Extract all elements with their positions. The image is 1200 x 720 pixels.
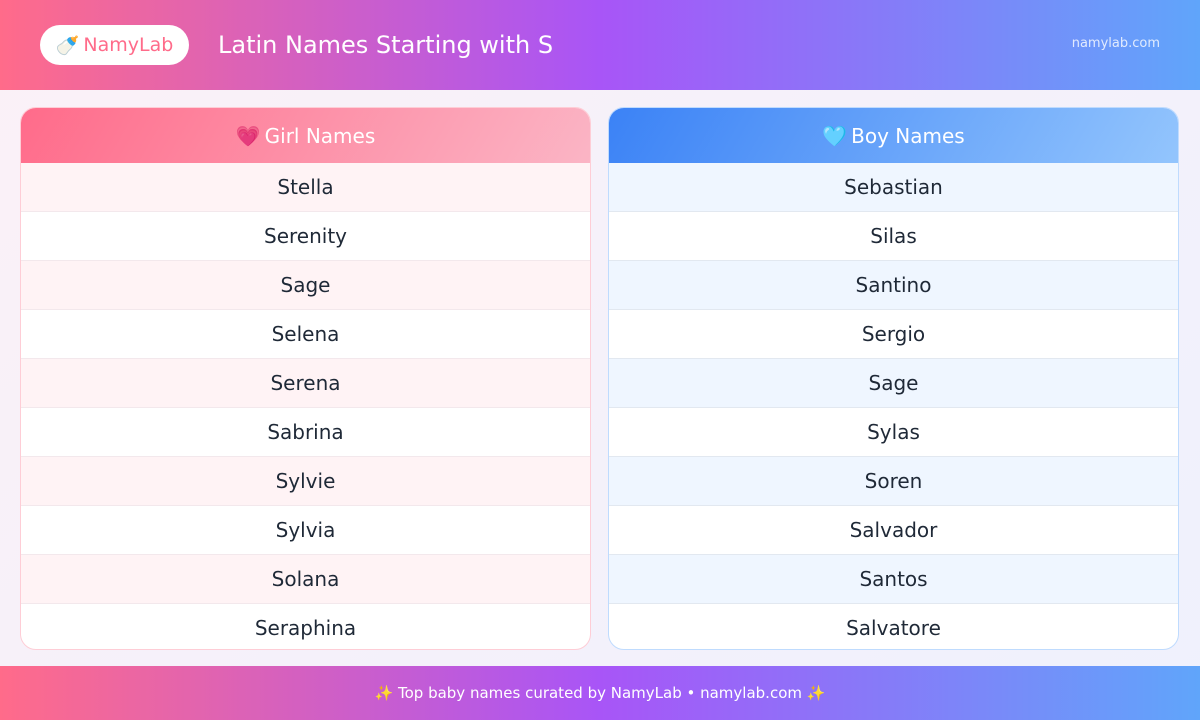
name-row: Salvatore — [609, 604, 1178, 649]
name-row: Santino — [609, 261, 1178, 310]
name-row: Stella — [21, 163, 590, 212]
name-row: Seraphina — [21, 604, 590, 649]
girl-names-title: Girl Names — [264, 123, 376, 148]
name-row: Sergio — [609, 310, 1178, 359]
boy-names-title: Boy Names — [851, 123, 965, 148]
name-row: Sebastian — [609, 163, 1178, 212]
name-row: Sage — [21, 261, 590, 310]
name-row: Silas — [609, 212, 1178, 261]
footer-text: ✨ Top baby names curated by NamyLab • na… — [374, 684, 826, 702]
logo-text: NamyLab — [83, 34, 174, 56]
logo[interactable]: 🍼 NamyLab — [40, 25, 189, 65]
boy-names-header: 🩵 Boy Names — [609, 108, 1178, 163]
baby-bottle-icon: 🍼 — [55, 34, 80, 57]
page-title: Latin Names Starting with S — [218, 31, 554, 59]
girl-names-header: 💗 Girl Names — [21, 108, 590, 163]
name-row: Serenity — [21, 212, 590, 261]
name-row: Salvador — [609, 506, 1178, 555]
header: 🍼 NamyLab Latin Names Starting with S na… — [0, 0, 1200, 90]
blue-heart-icon: 🩵 — [822, 123, 848, 148]
name-row: Selena — [21, 310, 590, 359]
name-row: Soren — [609, 457, 1178, 506]
site-link[interactable]: namylab.com — [1071, 36, 1160, 51]
name-row: Solana — [21, 555, 590, 604]
name-row: Santos — [609, 555, 1178, 604]
name-row: Sylvie — [21, 457, 590, 506]
name-row: Sage — [609, 359, 1178, 408]
name-row: Sylvia — [21, 506, 590, 555]
footer: ✨ Top baby names curated by NamyLab • na… — [0, 666, 1200, 720]
pink-heart-icon: 💗 — [235, 123, 261, 148]
girl-names-card: 💗 Girl Names Stella Serenity Sage Selena Ser… — [20, 107, 591, 650]
name-row: Sylas — [609, 408, 1178, 457]
name-row: Serena — [21, 359, 590, 408]
boy-names-card: 🩵 Boy Names Sebastian Silas Santino Sergio S… — [608, 107, 1179, 650]
name-row: Sabrina — [21, 408, 590, 457]
